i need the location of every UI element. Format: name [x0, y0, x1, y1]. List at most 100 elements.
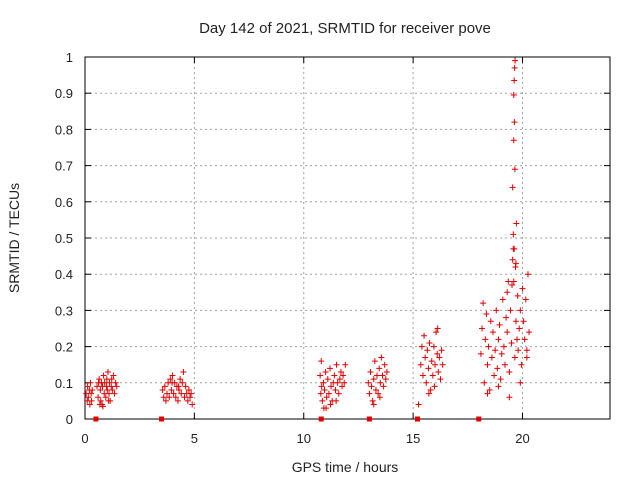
- data-point: [317, 372, 324, 379]
- data-point: [100, 372, 107, 379]
- data-point: [86, 401, 93, 408]
- data-point: [178, 390, 185, 397]
- chart-title: Day 142 of 2021, SRMTID for receiver pov…: [199, 20, 491, 37]
- data-point: [522, 296, 529, 303]
- data-point: [369, 397, 376, 404]
- data-point: [435, 368, 442, 375]
- data-point: [96, 401, 103, 408]
- data-point: [88, 390, 95, 397]
- data-point: [327, 401, 334, 408]
- data-point: [487, 318, 494, 325]
- data-point: [509, 184, 516, 191]
- y-tick-label: 0.5: [55, 231, 73, 246]
- data-point: [521, 336, 528, 343]
- data-points: [83, 57, 533, 422]
- data-point: [480, 300, 487, 307]
- data-point: [481, 379, 488, 386]
- data-point: [379, 372, 386, 379]
- data-point: [97, 387, 104, 394]
- data-point: [99, 403, 106, 410]
- data-point: [324, 376, 331, 383]
- y-tick-label: 0.1: [55, 376, 73, 391]
- data-point: [497, 376, 504, 383]
- data-point: [422, 354, 429, 361]
- data-point: [159, 387, 166, 394]
- data-point: [185, 387, 192, 394]
- data-point: [479, 325, 486, 332]
- data-point: [524, 271, 531, 278]
- x-axis-label: GPS time / hours: [292, 459, 399, 475]
- y-axis-label: SRMTID / TECUs: [6, 183, 22, 293]
- data-point: [328, 383, 335, 390]
- data-point: [429, 372, 436, 379]
- y-tick-label: 0.4: [55, 267, 73, 282]
- data-point: [180, 368, 187, 375]
- data-point: [483, 311, 490, 318]
- data-point: [484, 390, 491, 397]
- data-point: [514, 292, 521, 299]
- data-point: [491, 372, 498, 379]
- data-point: [334, 379, 341, 386]
- data-point: [181, 394, 188, 401]
- data-point: [333, 361, 340, 368]
- data-point: [484, 361, 491, 368]
- data-point: [85, 394, 92, 401]
- x-tick-label: 20: [515, 431, 529, 446]
- data-point: [188, 390, 195, 397]
- data-point: [317, 390, 324, 397]
- data-point: [342, 361, 349, 368]
- data-point: [376, 394, 383, 401]
- data-point: [367, 368, 374, 375]
- data-point: [381, 361, 388, 368]
- data-point: [318, 358, 325, 365]
- coverage-marker: [159, 416, 165, 422]
- data-point: [504, 329, 511, 336]
- x-tick-label: 5: [191, 431, 198, 446]
- data-point: [169, 372, 176, 379]
- data-point: [482, 336, 489, 343]
- data-point: [187, 394, 193, 401]
- data-point: [95, 379, 102, 386]
- data-point: [428, 358, 435, 365]
- data-point: [87, 379, 94, 386]
- data-point: [514, 336, 521, 343]
- data-point: [335, 390, 342, 397]
- data-point: [341, 379, 348, 386]
- y-tick-label: 0.8: [55, 122, 73, 137]
- data-point: [495, 383, 502, 390]
- data-point: [337, 368, 344, 375]
- y-tick-label: 0: [66, 412, 73, 427]
- data-point: [111, 390, 118, 397]
- data-point: [506, 394, 513, 401]
- data-point: [518, 361, 525, 368]
- data-point: [320, 379, 327, 386]
- y-tick-label: 0.3: [55, 303, 73, 318]
- data-point: [519, 285, 526, 292]
- data-point: [424, 347, 431, 354]
- data-point: [365, 379, 372, 386]
- data-point: [366, 390, 373, 397]
- data-point: [375, 390, 382, 397]
- data-point: [323, 405, 330, 412]
- y-tick-label: 0.9: [55, 86, 73, 101]
- grid: [85, 57, 610, 419]
- data-point: [511, 166, 518, 173]
- data-point: [427, 387, 434, 394]
- axis-ticks: 00.10.20.30.40.50.60.70.80.910 5 10 15 20: [55, 50, 610, 446]
- data-point: [500, 343, 507, 350]
- data-point: [511, 77, 518, 84]
- data-point: [168, 387, 175, 394]
- data-point: [418, 343, 425, 350]
- data-point: [508, 339, 515, 346]
- data-point: [516, 325, 523, 332]
- data-point: [515, 347, 522, 354]
- x-tick-label: 0: [81, 431, 88, 446]
- data-point: [105, 397, 112, 404]
- data-point: [432, 361, 438, 368]
- y-tick-label: 0.2: [55, 340, 73, 355]
- data-point: [332, 387, 339, 394]
- data-point: [189, 401, 196, 408]
- data-point: [106, 379, 113, 386]
- coverage-marker: [93, 416, 99, 422]
- data-point: [106, 390, 113, 397]
